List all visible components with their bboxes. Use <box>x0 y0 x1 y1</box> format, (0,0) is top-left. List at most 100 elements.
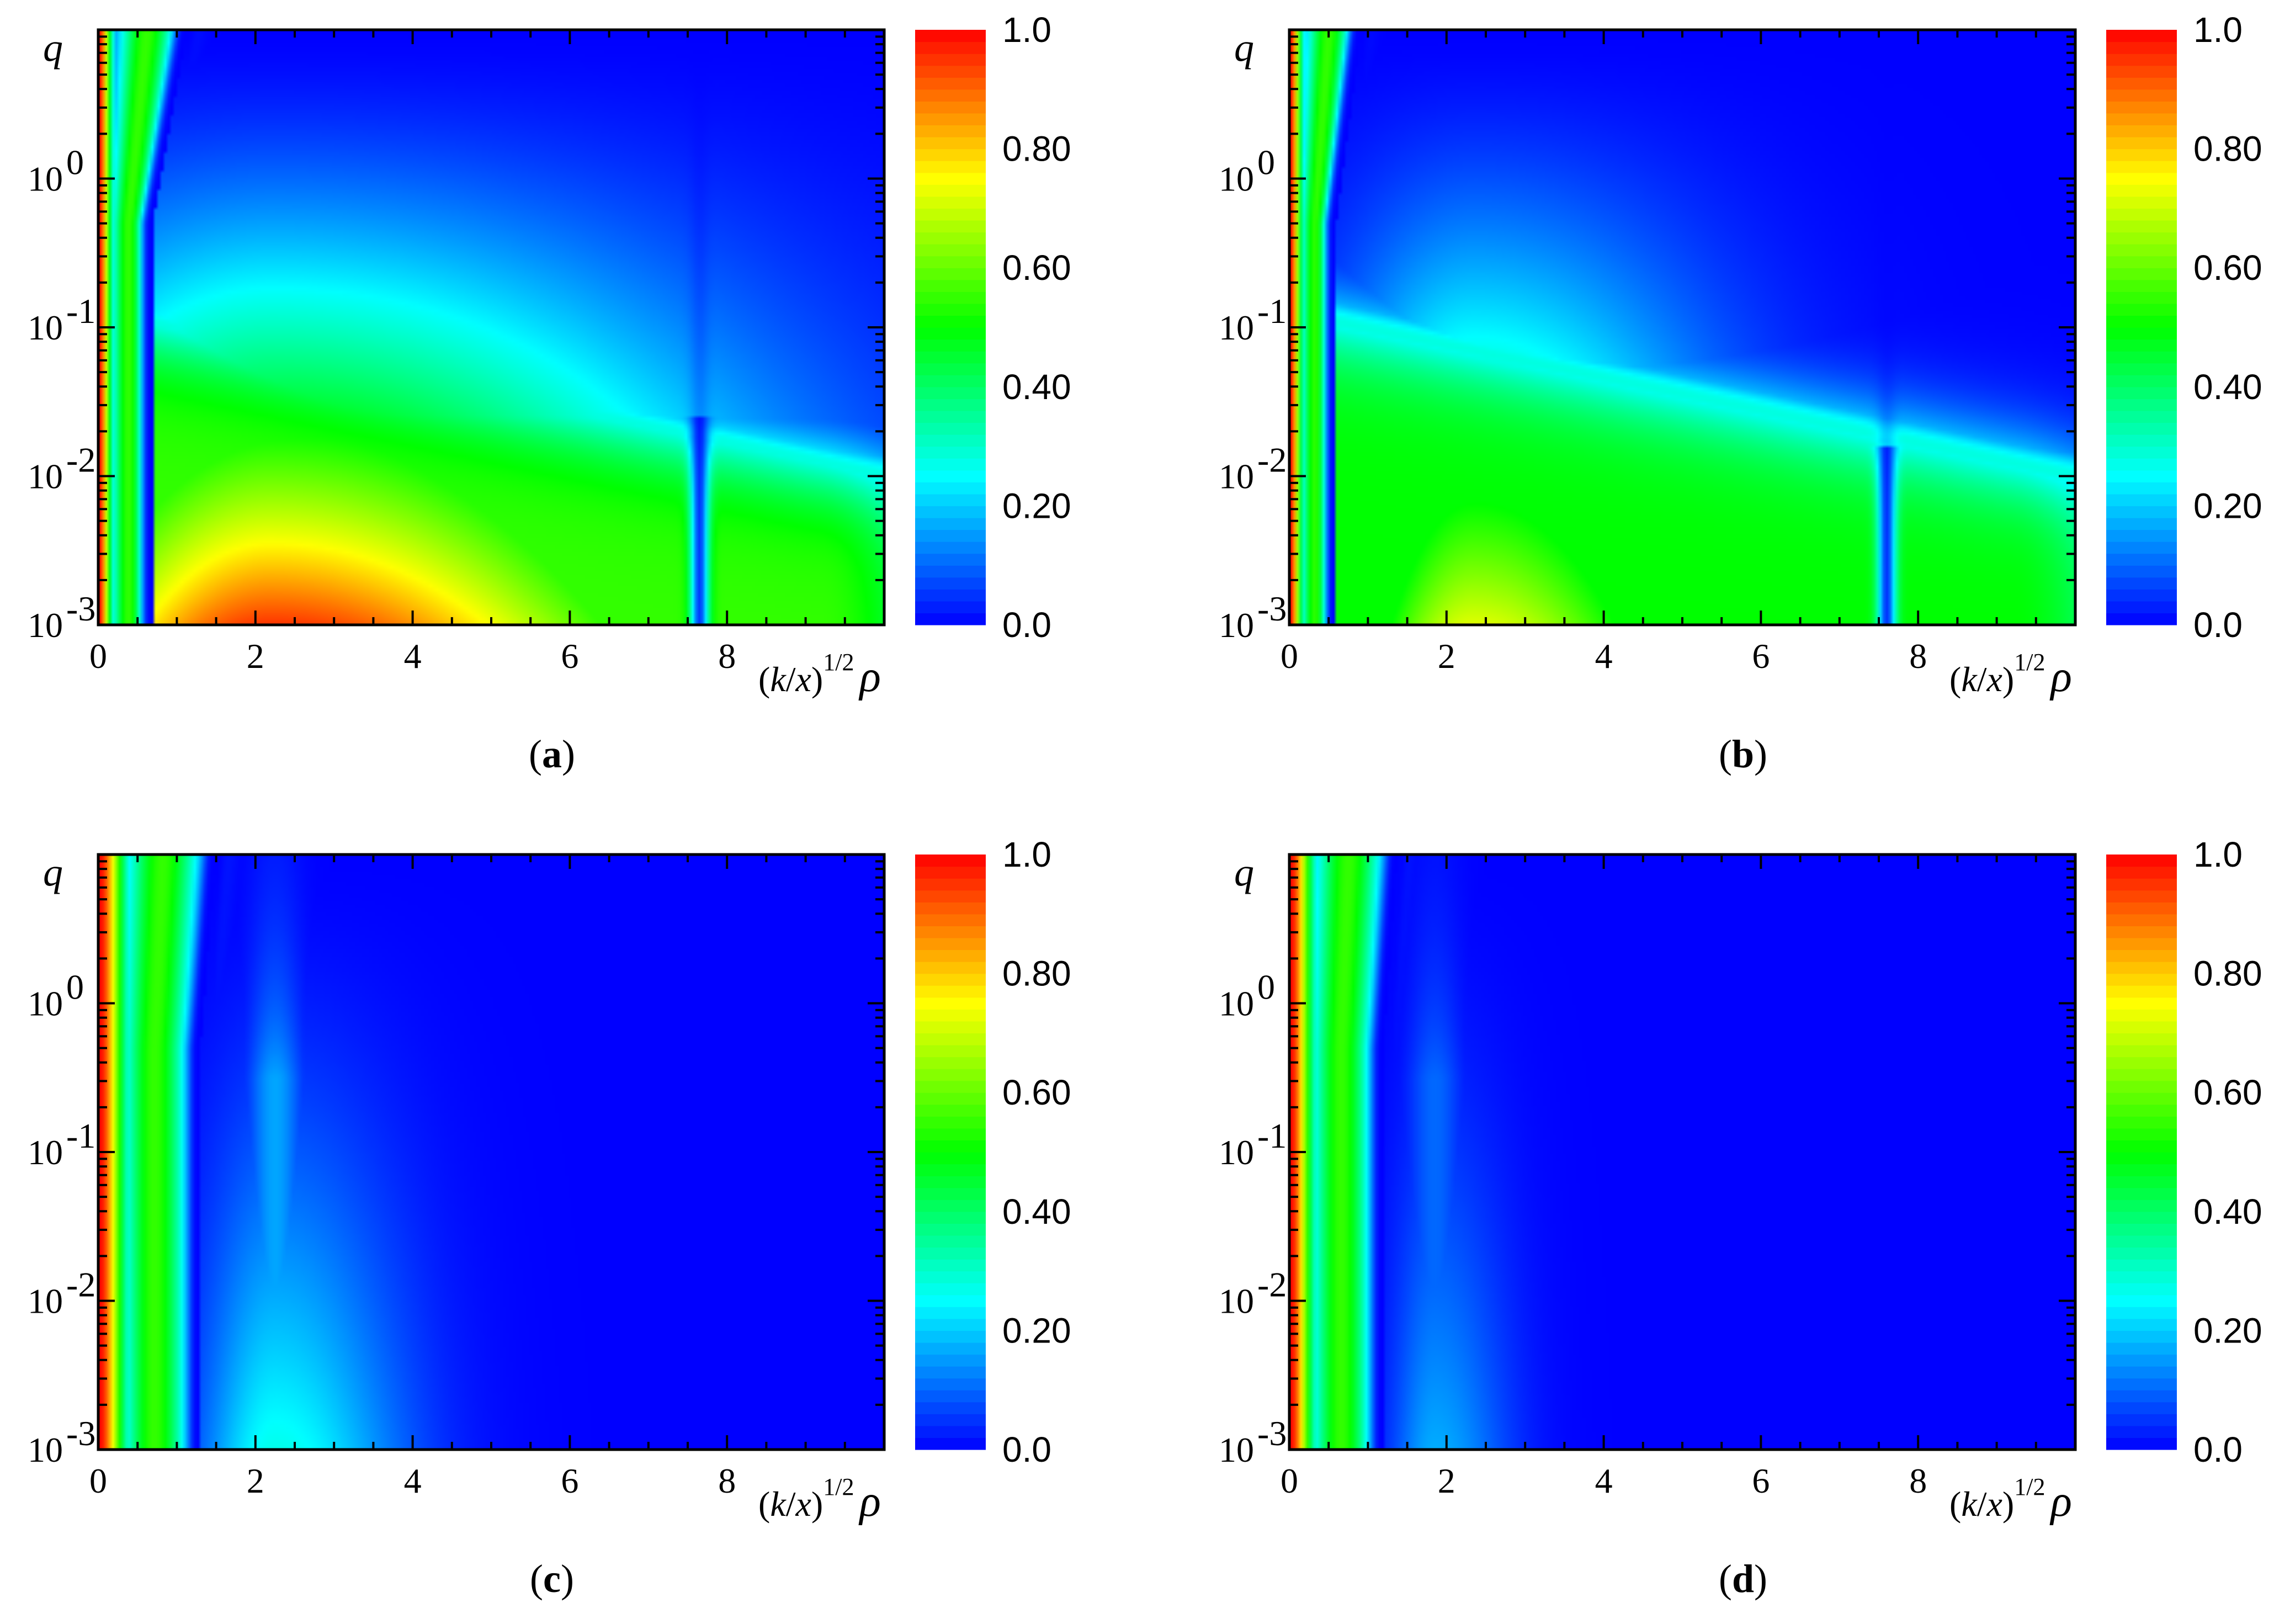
colorbar-band <box>915 1342 986 1355</box>
x-axis-title-part: k <box>1961 660 1978 699</box>
panel-label-close: ) <box>561 1557 574 1601</box>
x-axis-title-part: x <box>1986 660 2002 699</box>
colorbar-tick-label: 0.0 <box>2193 1430 2243 1469</box>
colorbar: 0.0 0.20 0.40 0.60 0.80 1.0 <box>2106 835 2262 1469</box>
colorbar-band <box>915 1080 986 1093</box>
colorbar-band <box>2106 878 2177 891</box>
x-axis-title-rho: ρ <box>2049 652 2071 701</box>
x-tick-label: 4 <box>404 636 422 676</box>
x-tick-label: 8 <box>1909 636 1927 676</box>
colorbar-band <box>915 77 986 90</box>
colorbar-band <box>2106 410 2177 423</box>
y-tick-label: 10 <box>28 308 63 347</box>
x-axis-title-exponent: 1/2 <box>2014 1473 2045 1500</box>
colorbar-band <box>915 914 986 926</box>
colorbar-band <box>915 1176 986 1188</box>
colorbar-band <box>2106 1069 2177 1081</box>
colorbar-band <box>915 855 986 867</box>
x-tick-label: 0 <box>89 1461 107 1500</box>
colorbar-band <box>915 172 986 185</box>
panel-label-open: ( <box>1719 732 1732 776</box>
colorbar-band <box>2106 256 2177 268</box>
x-axis-title-part: ) <box>811 1484 823 1524</box>
colorbar-band <box>2106 1414 2177 1426</box>
x-axis-title-part: ( <box>758 1484 770 1524</box>
panel-label: (c) <box>530 1557 574 1601</box>
colorbar-tick-label: 0.60 <box>2193 1073 2262 1112</box>
colorbar-band <box>915 1235 986 1248</box>
y-tick-label: 10 <box>28 160 63 199</box>
colorbar-band <box>2106 1200 2177 1212</box>
y-tick-label: 10 <box>1219 160 1254 199</box>
x-tick-label: 2 <box>1438 636 1455 676</box>
colorbar-band <box>2106 30 2177 43</box>
colorbar-band <box>2106 1033 2177 1045</box>
colorbar-band <box>2106 866 2177 879</box>
colorbar-band <box>2106 517 2177 530</box>
colorbar-band <box>915 41 986 54</box>
y-tick-exponent: -2 <box>1257 1265 1287 1304</box>
colorbar-band <box>915 553 986 566</box>
x-axis-title: (k/x)1/2 ρ <box>1949 649 2072 701</box>
y-tick-label: 10 <box>1219 984 1254 1023</box>
colorbar-band <box>2106 1259 2177 1272</box>
colorbar-band <box>915 161 986 173</box>
colorbar-band <box>915 422 986 435</box>
x-tick-label: 6 <box>1752 1461 1770 1500</box>
colorbar-band <box>915 1152 986 1165</box>
colorbar-band <box>2106 161 2177 173</box>
colorbar-band <box>2106 1092 2177 1105</box>
colorbar-tick-label: 0.40 <box>1002 367 1071 407</box>
colorbar-band <box>915 1200 986 1212</box>
colorbar-band <box>2106 1307 2177 1319</box>
colorbar-band <box>915 1437 986 1450</box>
colorbar-tick-label: 0.80 <box>2193 954 2262 994</box>
colorbar-band <box>2106 506 2177 518</box>
y-axis-title: q <box>43 25 63 70</box>
x-tick-label: 0 <box>1281 636 1298 676</box>
x-tick-label: 8 <box>718 636 736 676</box>
panel-label: (a) <box>529 732 575 776</box>
colorbar-band <box>2106 113 2177 126</box>
colorbar-band <box>2106 1235 2177 1248</box>
panel-label-letter: a <box>542 732 562 776</box>
x-tick-label: 4 <box>1595 636 1613 676</box>
colorbar-band <box>915 196 986 209</box>
colorbar-band <box>2106 1140 2177 1153</box>
colorbar-band <box>915 470 986 482</box>
x-axis-title-part: x <box>795 1484 811 1524</box>
x-axis-title-part: ) <box>811 660 823 699</box>
colorbar-band <box>2106 1152 2177 1165</box>
colorbar-band <box>2106 1044 2177 1058</box>
colorbar-band <box>915 506 986 518</box>
colorbar-tick-label: 0.80 <box>1002 954 1071 994</box>
y-tick-label: 10 <box>28 1133 63 1172</box>
panel-label-close: ) <box>1754 1557 1767 1601</box>
colorbar-band <box>915 244 986 257</box>
colorbar-band <box>2106 855 2177 867</box>
heatmap-field <box>1289 30 2075 625</box>
y-axis-title: q <box>1234 850 1254 894</box>
colorbar-band <box>915 220 986 233</box>
colorbar-band <box>915 493 986 506</box>
colorbar-band <box>915 1294 986 1307</box>
x-axis-title-part: k <box>770 1484 787 1524</box>
colorbar-band <box>2106 926 2177 938</box>
colorbar-band <box>915 375 986 388</box>
colorbar-band <box>915 1247 986 1260</box>
colorbar-band <box>915 54 986 66</box>
colorbar-band <box>2106 589 2177 602</box>
x-axis-title-part: / <box>1977 1484 1987 1524</box>
x-tick-label: 0 <box>1281 1461 1298 1500</box>
colorbar-band <box>915 303 986 316</box>
x-axis-title-rho: ρ <box>858 652 880 701</box>
colorbar-band <box>2106 125 2177 137</box>
colorbar-band <box>2106 172 2177 185</box>
colorbar-tick-label: 0.40 <box>2193 367 2262 407</box>
colorbar-band <box>2106 303 2177 316</box>
colorbar-band <box>2106 327 2177 340</box>
colorbar-band <box>2106 65 2177 78</box>
x-tick-label: 8 <box>1909 1461 1927 1500</box>
colorbar-band <box>915 1283 986 1296</box>
colorbar-tick-label: 0.80 <box>2193 129 2262 169</box>
